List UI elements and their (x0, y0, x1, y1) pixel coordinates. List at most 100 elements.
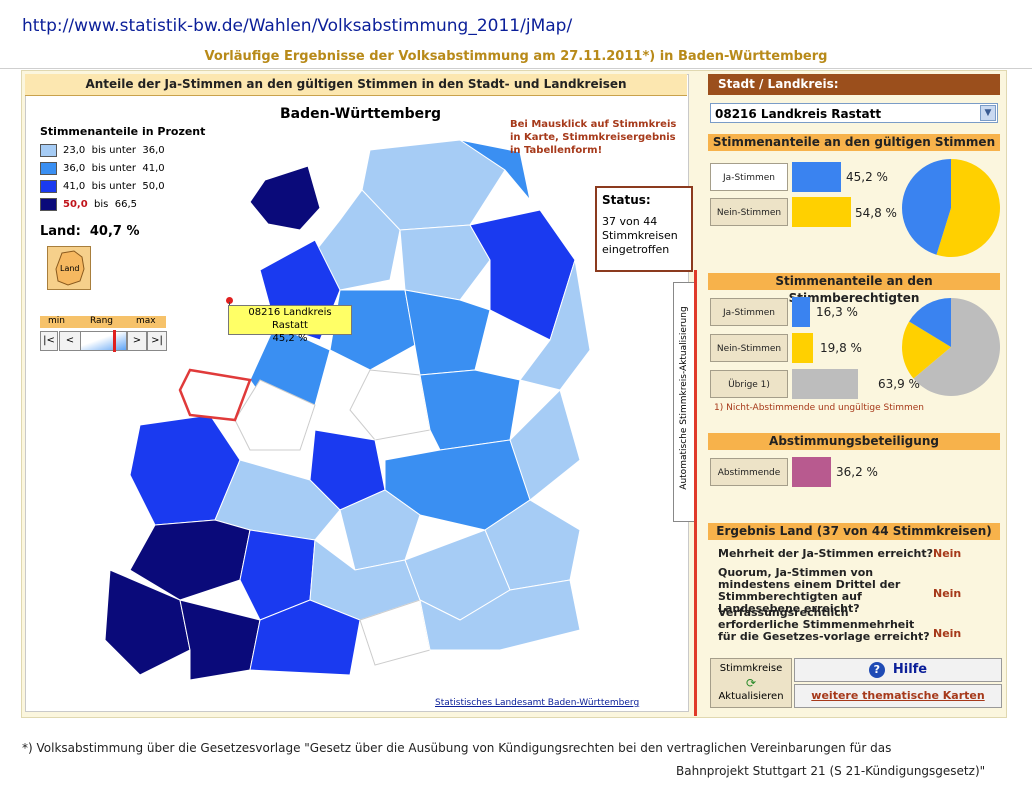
land-map-icon[interactable]: Land (47, 246, 91, 290)
nein-eligible-pct: 19,8 % (820, 341, 862, 355)
legend-from: 36,0 (63, 163, 86, 174)
legend-row: 50,0 bis 66,5 (40, 197, 137, 213)
answer-quorum: Nein (933, 587, 962, 600)
eligible-pie (902, 298, 1000, 396)
map-hint: Bei Mausklick auf Stimmkreis in Karte, S… (510, 119, 677, 156)
rang-slider[interactable] (80, 330, 127, 352)
legend-sep: bis unter (91, 163, 136, 174)
attribution-link[interactable]: Statistisches Landesamt Baden-Württember… (435, 698, 640, 708)
top-divider (0, 68, 1032, 69)
page-subtitle: Vorläufige Ergebnisse der Volksabstimmun… (204, 49, 828, 64)
help-button[interactable]: ? Hilfe (794, 658, 1002, 682)
help-label: Hilfe (892, 662, 928, 677)
pie-slice (913, 298, 1000, 396)
district-rastatt-selected[interactable] (178, 368, 252, 422)
rang-min-label: min (48, 316, 65, 326)
question-quorum: Quorum, Ja-Stimmen von mindestens einem … (718, 566, 901, 615)
state-outline-icon (55, 250, 85, 286)
district-stuttgart[interactable] (349, 369, 431, 441)
help-icon: ? (868, 662, 885, 678)
nein-eligible-button[interactable]: Nein-Stimmen (710, 334, 788, 362)
land-result: Land: 40,7 % (40, 224, 140, 239)
answer-constitutional: Nein (933, 627, 962, 640)
refresh-label-top: Stimmkreise (719, 663, 783, 674)
district-select-value: 08216 Landkreis Rastatt (715, 107, 882, 121)
land-icon-label: Land (60, 264, 80, 273)
district-goeppingen[interactable] (419, 369, 521, 451)
answer-majority: Nein (933, 547, 962, 560)
next-button[interactable]: > (127, 331, 147, 351)
prev-button[interactable]: < (59, 331, 81, 351)
rang-label: Rang (90, 316, 113, 326)
separator-line (694, 270, 697, 716)
legend-from: 41,0 (63, 181, 86, 192)
abstimmende-button[interactable]: Abstimmende (710, 458, 788, 486)
first-button[interactable]: |< (40, 331, 58, 351)
question-majority: Mehrheit der Ja-Stimmen erreicht? (718, 547, 934, 560)
nein-votes-button[interactable]: Nein-Stimmen (710, 198, 788, 226)
rang-slider-handle[interactable] (113, 330, 116, 352)
legend-swatch (40, 161, 57, 175)
map-panel-header: Anteile der Ja-Stimmen an den gültigen S… (25, 74, 687, 96)
section-eligible-header: Stimmenanteile an den Stimmberechtigten (708, 273, 1000, 305)
refresh-button[interactable]: Stimmkreise ⟳ Aktualisieren (710, 658, 792, 708)
district-mannheim[interactable] (249, 165, 321, 231)
auto-refresh-toggle[interactable]: Automatische Stimmkreis-Aktualisierung (673, 282, 695, 522)
legend-sep: bis unter (91, 181, 136, 192)
ja-votes-pct: 45,2 % (846, 170, 888, 184)
district-map[interactable] (100, 130, 620, 700)
district-zollernalb[interactable] (339, 489, 421, 571)
district-freiburg[interactable] (104, 569, 191, 676)
legend-swatch (40, 179, 57, 193)
district-tbb[interactable] (459, 139, 531, 201)
district-tooltip: 08216 Landkreis Rastatt 45,2 % (228, 305, 352, 344)
ja-eligible-bar (792, 297, 810, 327)
more-maps-link[interactable]: weitere thematische Karten (794, 684, 1002, 708)
district-waldshut[interactable] (179, 599, 261, 681)
other-footnote: 1) Nicht-Abstimmende und ungültige Stimm… (714, 403, 925, 413)
land-label: Land: (40, 224, 81, 239)
district-rems-murr[interactable] (404, 289, 491, 376)
legend-swatch (40, 143, 57, 157)
legend-row: 36,0 bis unter 41,0 (40, 161, 165, 177)
district-calw[interactable] (234, 379, 316, 451)
section-land-result-header: Ergebnis Land (37 von 44 Stimmkreisen) (708, 523, 1000, 540)
question-constitutional: Verfassungsrechtlich erforderliche Stimm… (718, 606, 930, 643)
chevron-down-icon[interactable]: ▼ (980, 105, 996, 121)
url-text: http://www.statistik-bw.de/Wahlen/Volksa… (22, 16, 573, 36)
district-hohenlohe[interactable] (399, 224, 491, 301)
pie-slice (902, 159, 951, 255)
district-ravensburg[interactable] (419, 579, 581, 651)
legend-swatch (40, 197, 57, 211)
last-button[interactable]: >| (147, 331, 167, 351)
footnote-line-1: *) Volksabstimmung über die Gesetzesvorl… (22, 741, 892, 755)
legend-sep: bis unter (91, 145, 136, 156)
district-ostalb[interactable] (519, 259, 591, 391)
legend-from: 50,0 (63, 199, 88, 210)
footnote-line-2: Bahnprojekt Stuttgart 21 (S 21-Kündigung… (676, 764, 986, 778)
district-select[interactable]: 08216 Landkreis Rastatt ▼ (710, 103, 998, 123)
legend-row: 23,0 bis unter 36,0 (40, 143, 165, 159)
nein-votes-bar (792, 197, 852, 227)
legend-to: 36,0 (142, 145, 165, 156)
district-konstanz[interactable] (249, 599, 361, 676)
tooltip-value: 45,2 % (272, 333, 308, 344)
status-title: Status: (602, 193, 651, 207)
legend-from: 23,0 (63, 145, 86, 156)
other-pct: 63,9 % (878, 377, 920, 391)
tooltip-name: 08216 Landkreis Rastatt (248, 307, 332, 331)
ja-eligible-button[interactable]: Ja-Stimmen (710, 298, 788, 326)
nein-votes-pct: 54,8 % (855, 206, 897, 220)
pie-slice (909, 298, 951, 347)
section-valid-votes-header: Stimmenanteile an den gültigen Stimmen (708, 134, 1000, 151)
legend-to: 66,5 (114, 199, 138, 210)
nein-eligible-bar (792, 333, 814, 363)
district-header: Stadt / Landkreis: (708, 74, 1000, 95)
refresh-icon: ⟳ (745, 676, 757, 690)
other-button[interactable]: Übrige 1) (710, 370, 788, 398)
legend-title: Stimmenanteile in Prozent (40, 125, 206, 138)
legend-to: 50,0 (142, 181, 165, 192)
pie-slice (902, 321, 951, 379)
rang-bar: min Rang max (40, 316, 166, 328)
ja-votes-button[interactable]: Ja-Stimmen (710, 163, 788, 191)
